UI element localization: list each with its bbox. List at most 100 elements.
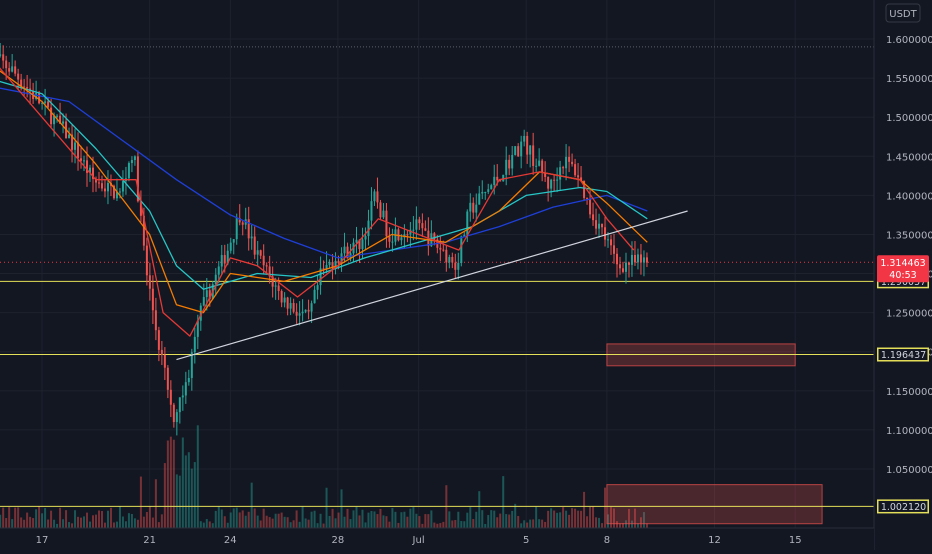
candle-body [385,210,388,237]
zone-box[interactable] [606,484,823,525]
volume-bar [94,514,97,528]
volume-bar [68,522,71,528]
volume-bar [484,523,487,528]
candle-body [148,275,151,289]
candle-body [214,274,217,285]
volume-bar [289,522,292,528]
candle-body [247,219,250,239]
volume-bar [457,511,460,528]
volume-bar [370,511,373,528]
last-price-value: 1.314463 [880,258,925,269]
candle-body [220,255,223,267]
candle-body [556,179,559,181]
candle-body [121,181,124,192]
trendline-layer [176,210,688,361]
candle-body [62,121,65,124]
volume-bar [621,523,624,528]
volume-bar [418,516,421,528]
candle-body [574,164,577,176]
candle-body [265,265,268,267]
volume-bar [223,516,226,528]
candle-body [271,276,274,287]
candle-body [379,202,382,218]
candle-body [53,115,56,125]
volume-bar [103,522,106,528]
volume-bar [325,487,328,528]
candle-body [133,156,136,160]
volume-bar [412,507,415,528]
candle-body [361,239,364,250]
candle-body [562,167,565,169]
volume-bar [481,510,484,528]
volume-bar [166,440,169,528]
candle-body [77,142,80,159]
currency-button[interactable] [885,3,921,23]
volume-bar [217,506,220,528]
volume-bar [14,507,17,528]
volume-bar [319,513,322,528]
candle-body [391,241,394,243]
candle-body [544,172,547,177]
candle-body [235,218,238,240]
levels [0,46,874,507]
volume-bar [394,511,397,528]
volume-bar [577,510,580,528]
candle-body [172,404,175,423]
candle-body [493,176,496,186]
volume-bar [29,516,32,528]
candle-body [97,182,100,184]
candle-body [511,155,514,169]
volume-bar [214,510,217,528]
candle-body [74,142,77,150]
candle-body [373,191,376,202]
candle-body [286,297,289,309]
volume-bar [121,516,124,528]
candle-body [142,215,145,246]
volume-bar [508,514,511,528]
candle-body [94,178,97,183]
candle-body [367,220,370,237]
candle-body [223,255,226,264]
volume-bar [50,510,53,528]
candle-body [14,66,17,74]
volume-bar [613,508,616,528]
volume-bar [235,507,238,528]
volume-bar [642,512,645,528]
time-tick-label: 17 [36,535,49,546]
candle-body [226,250,229,264]
candle-body [289,302,292,309]
candle-body [35,93,38,99]
candle-body [532,145,535,167]
volume-bar [154,479,157,528]
volume-bars [0,425,648,528]
volume-bar [202,522,205,528]
volume-bar [592,506,595,528]
time-tick-label: 12 [708,535,721,546]
candle-body [241,222,244,225]
candle-body [80,158,83,161]
volume-bar [430,510,433,528]
volume-bar [83,516,86,528]
candle-body [20,79,23,87]
candle-body [301,311,304,314]
volume-bar [130,513,133,528]
candle-body [313,289,316,304]
candle-body [457,262,460,270]
candle-body [502,174,505,182]
volume-bar [436,523,439,528]
volume-bar [106,510,109,528]
volume-bar [86,512,89,528]
volume-bar [2,507,5,528]
volume-bar [172,439,175,528]
candle-body [169,389,172,405]
volume-bar [562,507,565,528]
trendline[interactable] [176,210,688,361]
volume-bar [190,468,193,528]
volume-bar [595,517,598,528]
candle-body [187,377,190,383]
candle-body [163,354,166,368]
candle-body [2,54,5,61]
volume-bar [337,512,340,528]
candle-body [505,159,508,175]
